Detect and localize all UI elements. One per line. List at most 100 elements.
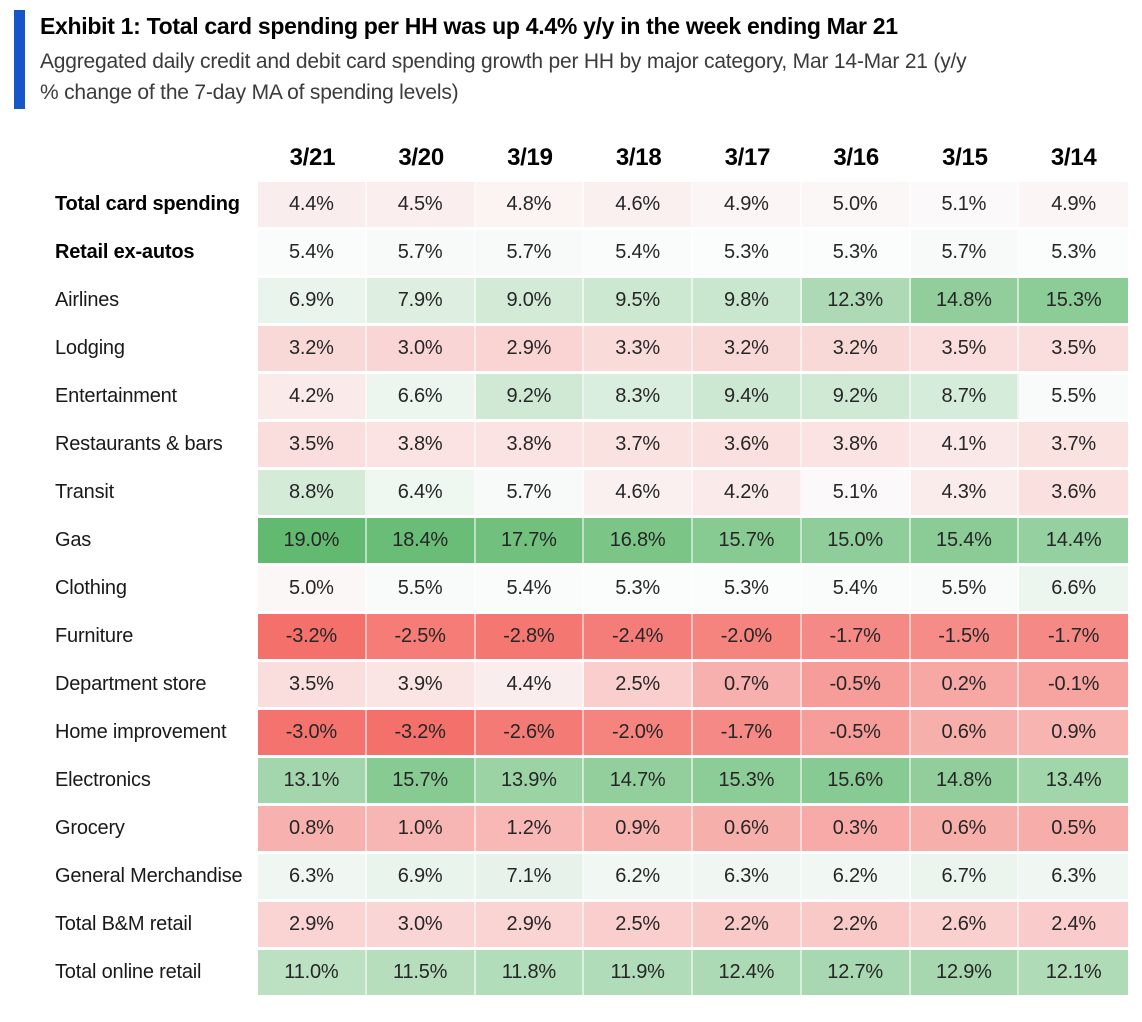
value-cell: 7.1% — [475, 853, 585, 899]
value-cell: 0.2% — [910, 661, 1020, 707]
category-label: General Merchandise — [0, 853, 258, 899]
exhibit-subtitle-line-2: % change of the 7-day MA of spending lev… — [40, 81, 459, 105]
category-label: Electronics — [0, 757, 258, 803]
value-cell: -2.0% — [693, 613, 802, 659]
value-cell: 6.3% — [258, 853, 367, 899]
category-label: Furniture — [0, 613, 258, 659]
value-cell: 2.2% — [693, 901, 802, 947]
value-cell: 5.7% — [910, 229, 1020, 275]
category-label: Total online retail — [0, 949, 258, 995]
value-cell: -0.5% — [801, 709, 911, 755]
category-label: Department store — [0, 661, 258, 707]
category-label: Total B&M retail — [0, 901, 258, 947]
value-cell: 0.8% — [258, 805, 367, 851]
value-cell: 2.5% — [584, 901, 693, 947]
value-cell: 6.2% — [801, 853, 911, 899]
value-cell: 13.1% — [258, 757, 367, 803]
value-cell: 12.4% — [693, 949, 802, 995]
value-cell: 9.0% — [475, 277, 585, 323]
value-cell: 9.2% — [801, 373, 911, 419]
value-cell: 6.2% — [584, 853, 693, 899]
value-cell: 0.7% — [693, 661, 802, 707]
value-cell: -1.5% — [910, 613, 1020, 659]
value-cell: 7.9% — [366, 277, 476, 323]
category-label: Airlines — [0, 277, 258, 323]
value-cell: 4.5% — [366, 181, 476, 227]
value-cell: 5.1% — [801, 469, 911, 515]
value-cell: 5.3% — [1019, 229, 1128, 275]
date-column-header: 3/19 — [475, 136, 585, 179]
exhibit-header-text: Exhibit 1: Total card spending per HH wa… — [40, 10, 967, 109]
value-cell: 3.7% — [584, 421, 693, 467]
value-cell: -3.0% — [258, 709, 367, 755]
category-label: Retail ex-autos — [0, 229, 258, 275]
value-cell: 11.5% — [366, 949, 476, 995]
value-cell: 15.7% — [366, 757, 476, 803]
value-cell: 3.3% — [584, 325, 693, 371]
value-cell: -2.6% — [475, 709, 585, 755]
value-cell: 12.9% — [910, 949, 1020, 995]
spending-heatmap-table: 3/21 3/20 3/19 3/18 3/17 3/16 3/15 3/14 Total ca… — [0, 136, 1128, 995]
value-cell: 0.6% — [693, 805, 802, 851]
value-cell: 5.0% — [801, 181, 911, 227]
value-cell: 1.2% — [475, 805, 585, 851]
exhibit-subtitle: Aggregated daily credit and debit card s… — [40, 46, 967, 109]
value-cell: 2.4% — [1019, 901, 1128, 947]
value-cell: 5.5% — [1019, 373, 1128, 419]
value-cell: 5.5% — [366, 565, 476, 611]
date-column-header: 3/16 — [801, 136, 911, 179]
value-cell: 5.3% — [693, 565, 802, 611]
accent-bar — [14, 10, 25, 109]
value-cell: 9.2% — [475, 373, 585, 419]
value-cell: -1.7% — [693, 709, 802, 755]
value-cell: 15.3% — [693, 757, 802, 803]
value-cell: 4.6% — [584, 181, 693, 227]
heatmap-corner-cell — [0, 136, 258, 179]
value-cell: 12.7% — [801, 949, 911, 995]
category-label: Entertainment — [0, 373, 258, 419]
value-cell: 5.7% — [475, 469, 585, 515]
value-cell: 15.0% — [801, 517, 911, 563]
value-cell: 11.8% — [475, 949, 585, 995]
value-cell: 3.5% — [1019, 325, 1128, 371]
value-cell: -1.7% — [801, 613, 911, 659]
value-cell: 3.5% — [258, 661, 367, 707]
value-cell: 11.0% — [258, 949, 367, 995]
date-column-header: 3/17 — [693, 136, 802, 179]
exhibit-header: Exhibit 1: Total card spending per HH wa… — [0, 0, 1142, 109]
value-cell: 3.5% — [258, 421, 367, 467]
value-cell: 6.4% — [366, 469, 476, 515]
value-cell: 9.4% — [693, 373, 802, 419]
value-cell: 2.6% — [910, 901, 1020, 947]
value-cell: 3.2% — [801, 325, 911, 371]
value-cell: 3.8% — [475, 421, 585, 467]
value-cell: 3.6% — [693, 421, 802, 467]
value-cell: 5.1% — [910, 181, 1020, 227]
value-cell: -2.4% — [584, 613, 693, 659]
value-cell: -1.7% — [1019, 613, 1128, 659]
value-cell: 4.3% — [910, 469, 1020, 515]
value-cell: -3.2% — [366, 709, 476, 755]
date-column-header: 3/15 — [910, 136, 1020, 179]
value-cell: -2.5% — [366, 613, 476, 659]
value-cell: -0.5% — [801, 661, 911, 707]
value-cell: 4.2% — [693, 469, 802, 515]
value-cell: 3.7% — [1019, 421, 1128, 467]
value-cell: 13.4% — [1019, 757, 1128, 803]
category-label: Total card spending — [0, 181, 258, 227]
value-cell: 5.4% — [475, 565, 585, 611]
value-cell: 4.1% — [910, 421, 1020, 467]
value-cell: 3.8% — [801, 421, 911, 467]
value-cell: 3.2% — [258, 325, 367, 371]
value-cell: 3.0% — [366, 901, 476, 947]
value-cell: 13.9% — [475, 757, 585, 803]
value-cell: 6.9% — [366, 853, 476, 899]
value-cell: 17.7% — [475, 517, 585, 563]
value-cell: 2.9% — [475, 325, 585, 371]
value-cell: 12.3% — [801, 277, 911, 323]
value-cell: 6.6% — [1019, 565, 1128, 611]
value-cell: 0.5% — [1019, 805, 1128, 851]
value-cell: 1.0% — [366, 805, 476, 851]
value-cell: 0.6% — [910, 709, 1020, 755]
